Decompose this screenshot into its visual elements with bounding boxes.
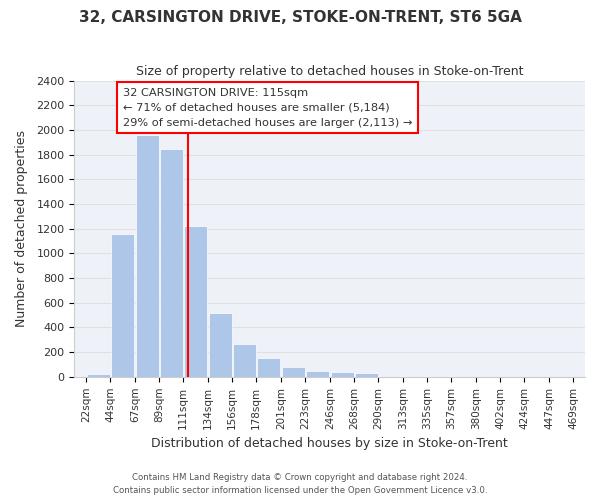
Bar [184,226,207,377]
Bar [305,370,329,377]
Bar [209,312,232,377]
Title: Size of property relative to detached houses in Stoke-on-Trent: Size of property relative to detached ho… [136,65,523,78]
Text: 32 CARSINGTON DRIVE: 115sqm
← 71% of detached houses are smaller (5,184)
29% of : 32 CARSINGTON DRIVE: 115sqm ← 71% of det… [123,88,412,128]
Bar [281,367,305,377]
X-axis label: Distribution of detached houses by size in Stoke-on-Trent: Distribution of detached houses by size … [151,437,508,450]
Bar [110,234,134,377]
Text: Contains HM Land Registry data © Crown copyright and database right 2024.
Contai: Contains HM Land Registry data © Crown c… [113,474,487,495]
Text: 32, CARSINGTON DRIVE, STOKE-ON-TRENT, ST6 5GA: 32, CARSINGTON DRIVE, STOKE-ON-TRENT, ST… [79,10,521,25]
Bar [87,374,110,377]
Bar [136,136,159,377]
Bar [331,372,354,377]
Y-axis label: Number of detached properties: Number of detached properties [15,130,28,327]
Bar [257,358,280,377]
Bar [404,376,427,377]
Bar [160,149,183,377]
Bar [355,373,377,377]
Bar [233,344,256,377]
Bar [379,376,401,377]
